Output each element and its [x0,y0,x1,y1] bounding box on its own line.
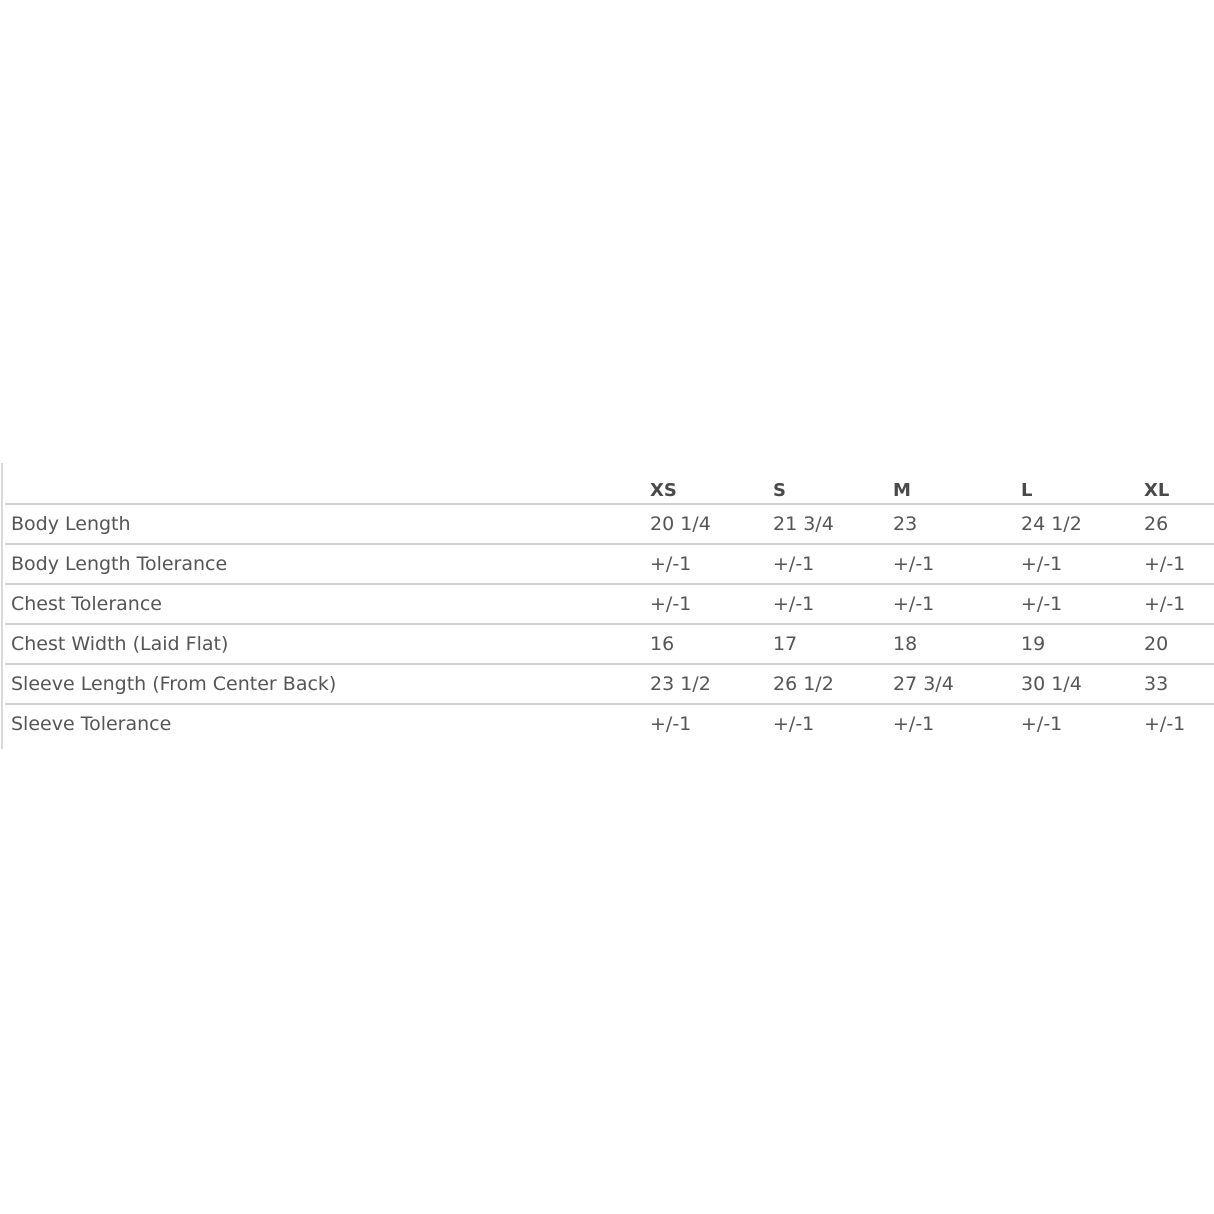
measurement-cell: +/-1 [773,713,815,735]
size-chart-table: XS S M L XL Body Length 20 1/4 21 3/4 23 24 … [5,463,1214,743]
table-row: Chest Width (Laid Flat) 16 17 18 19 20 [5,624,1214,665]
measurement-cell: 17 [773,624,893,665]
header-s: S [773,463,893,505]
measurement-cell: +/-1 [893,713,935,735]
header-xl: XL [1144,463,1214,505]
measurement-cell: +/-1 [1021,544,1144,585]
table-row: Sleeve Tolerance +/-1 +/-1 +/-1 +/-1 +/-1 [5,704,1214,743]
measurement-cell: +/-1 [650,713,692,735]
table-row: Body Length Tolerance +/-1 +/-1 +/-1 +/-1 +/-… [5,544,1214,585]
measurement-cell: +/-1 [773,544,893,585]
measurement-cell: +/-1 [1144,544,1214,585]
table-row: Body Length 20 1/4 21 3/4 23 24 1/2 26 [5,504,1214,545]
measurement-cell: +/-1 [893,584,1021,625]
size-chart: XS S M L XL Body Length 20 1/4 21 3/4 23 24 … [1,463,1214,749]
measurement-cell: 33 [1144,664,1214,705]
header-empty [5,463,650,505]
row-label: Body Length Tolerance [5,544,650,585]
table-row: Sleeve Length (From Center Back) 23 1/2 26… [5,664,1214,705]
measurement-cell: 24 1/2 [1021,504,1144,545]
measurement-cell: +/-1 [1021,584,1144,625]
measurement-cell: +/-1 [773,584,893,625]
row-label: Sleeve Length (From Center Back) [5,664,650,705]
measurement-cell: 20 1/4 [650,504,773,545]
measurement-cell: 18 [893,624,1021,665]
row-label: Chest Width (Laid Flat) [5,624,650,665]
header-l: L [1021,463,1144,505]
measurement-cell: 23 1/2 [650,664,773,705]
measurement-cell: 21 3/4 [773,504,893,545]
table-row: Chest Tolerance +/-1 +/-1 +/-1 +/-1 +/-1 [5,584,1214,625]
row-label: Body Length [5,504,650,545]
header-xs: XS [650,463,773,505]
row-label: Sleeve Tolerance [11,713,172,735]
row-label: Chest Tolerance [5,584,650,625]
measurement-cell: +/-1 [650,544,773,585]
measurement-cell: 26 1/2 [773,664,893,705]
measurement-cell: 26 [1144,504,1214,545]
measurement-cell: +/-1 [893,544,1021,585]
header-row: XS S M L XL [5,463,1214,505]
measurement-cell: 27 3/4 [893,664,1021,705]
measurement-cell: 30 1/4 [1021,664,1144,705]
measurement-cell: +/-1 [1144,713,1186,735]
measurement-cell: 23 [893,504,1021,545]
measurement-cell: 16 [650,624,773,665]
measurement-cell: 20 [1144,624,1214,665]
measurement-cell: +/-1 [1144,584,1214,625]
measurement-cell: +/-1 [1021,713,1063,735]
measurement-cell: +/-1 [650,584,773,625]
header-m: M [893,463,1021,505]
measurement-cell: 19 [1021,624,1144,665]
